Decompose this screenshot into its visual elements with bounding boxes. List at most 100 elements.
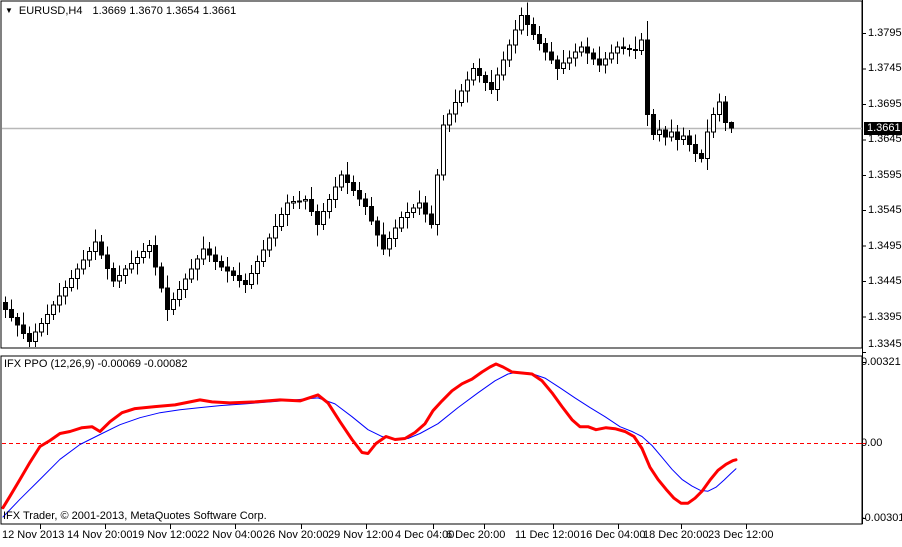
candle[interactable] <box>141 242 146 264</box>
candle[interactable] <box>333 176 338 209</box>
candle[interactable] <box>75 263 80 290</box>
candle[interactable] <box>327 193 332 219</box>
candle[interactable] <box>177 281 182 307</box>
candle[interactable] <box>225 257 230 283</box>
candle[interactable] <box>507 39 512 68</box>
candle[interactable] <box>693 134 698 163</box>
candle[interactable] <box>429 205 434 229</box>
candle[interactable] <box>363 193 368 216</box>
candle[interactable] <box>69 269 74 292</box>
candle[interactable] <box>417 190 422 216</box>
candle[interactable] <box>33 323 38 347</box>
candle[interactable] <box>585 37 590 65</box>
candle[interactable] <box>219 255 224 272</box>
signal-line[interactable] <box>2 371 737 518</box>
candle[interactable] <box>291 196 296 209</box>
candle[interactable] <box>627 44 632 57</box>
candle[interactable] <box>351 175 356 197</box>
chevron-down-icon[interactable]: ▼ <box>5 6 13 15</box>
candle[interactable] <box>579 41 584 57</box>
candle[interactable] <box>315 204 320 236</box>
candle[interactable] <box>279 207 284 231</box>
candle[interactable] <box>711 107 716 138</box>
candle[interactable] <box>561 50 566 75</box>
candle[interactable] <box>123 264 128 284</box>
candle[interactable] <box>657 120 662 142</box>
candle[interactable] <box>201 236 206 265</box>
candle[interactable] <box>543 37 548 61</box>
candle[interactable] <box>63 280 68 305</box>
candle[interactable] <box>483 71 488 92</box>
candle[interactable] <box>489 69 494 94</box>
candle[interactable] <box>405 202 410 229</box>
candle[interactable] <box>303 195 308 210</box>
candle[interactable] <box>651 108 656 141</box>
candle[interactable] <box>435 169 440 236</box>
candle[interactable] <box>93 229 98 260</box>
candle[interactable] <box>105 246 110 280</box>
candle[interactable] <box>477 58 482 83</box>
candle[interactable] <box>249 264 254 289</box>
candle[interactable] <box>531 17 536 41</box>
candle[interactable] <box>387 231 392 257</box>
candle[interactable] <box>375 216 380 247</box>
candle[interactable] <box>441 115 446 181</box>
candle[interactable] <box>297 191 302 209</box>
candle[interactable] <box>687 130 692 152</box>
candle[interactable] <box>237 262 242 288</box>
candle[interactable] <box>393 219 398 248</box>
candle[interactable] <box>255 255 260 285</box>
candle[interactable] <box>165 275 170 321</box>
candle[interactable] <box>159 262 164 293</box>
candle[interactable] <box>513 20 518 54</box>
candle[interactable] <box>669 119 674 142</box>
candle[interactable] <box>261 239 266 267</box>
candle[interactable] <box>501 51 506 81</box>
candle[interactable] <box>345 162 350 194</box>
candle[interactable] <box>567 50 572 70</box>
candle[interactable] <box>681 127 686 146</box>
candle[interactable] <box>609 44 614 64</box>
candle[interactable] <box>459 84 464 107</box>
candle[interactable] <box>621 37 626 55</box>
candle[interactable] <box>189 259 194 284</box>
candle[interactable] <box>519 7 524 35</box>
candle[interactable] <box>15 313 20 337</box>
candle[interactable] <box>717 93 722 122</box>
candle[interactable] <box>9 299 14 322</box>
candle[interactable] <box>99 235 104 260</box>
candle[interactable] <box>555 55 560 80</box>
candle[interactable] <box>597 46 602 72</box>
candle[interactable] <box>495 67 500 102</box>
main-panel-border[interactable] <box>0 0 863 349</box>
candle[interactable] <box>231 266 236 282</box>
candle[interactable] <box>81 249 86 275</box>
candle[interactable] <box>213 246 218 270</box>
candle[interactable] <box>171 292 176 316</box>
candle[interactable] <box>645 20 650 126</box>
candle[interactable] <box>117 265 122 289</box>
ppo-line[interactable] <box>1 362 738 510</box>
candle[interactable] <box>309 186 314 216</box>
candle[interactable] <box>273 213 278 247</box>
candle[interactable] <box>471 62 476 86</box>
candle[interactable] <box>57 283 62 313</box>
candle[interactable] <box>153 235 158 276</box>
candle[interactable] <box>3 296 8 318</box>
candle[interactable] <box>615 41 620 65</box>
candle[interactable] <box>603 52 608 74</box>
candle[interactable] <box>633 36 638 60</box>
candle[interactable] <box>285 194 290 226</box>
candle[interactable] <box>27 326 32 347</box>
candle[interactable] <box>39 317 44 337</box>
candle[interactable] <box>537 25 542 51</box>
candle[interactable] <box>45 304 50 335</box>
candle[interactable] <box>549 42 554 65</box>
candle[interactable] <box>573 43 578 67</box>
candle[interactable] <box>183 273 188 299</box>
candle[interactable] <box>411 203 416 219</box>
candle[interactable] <box>453 89 458 123</box>
candle[interactable] <box>729 121 734 133</box>
candle[interactable] <box>675 125 680 151</box>
